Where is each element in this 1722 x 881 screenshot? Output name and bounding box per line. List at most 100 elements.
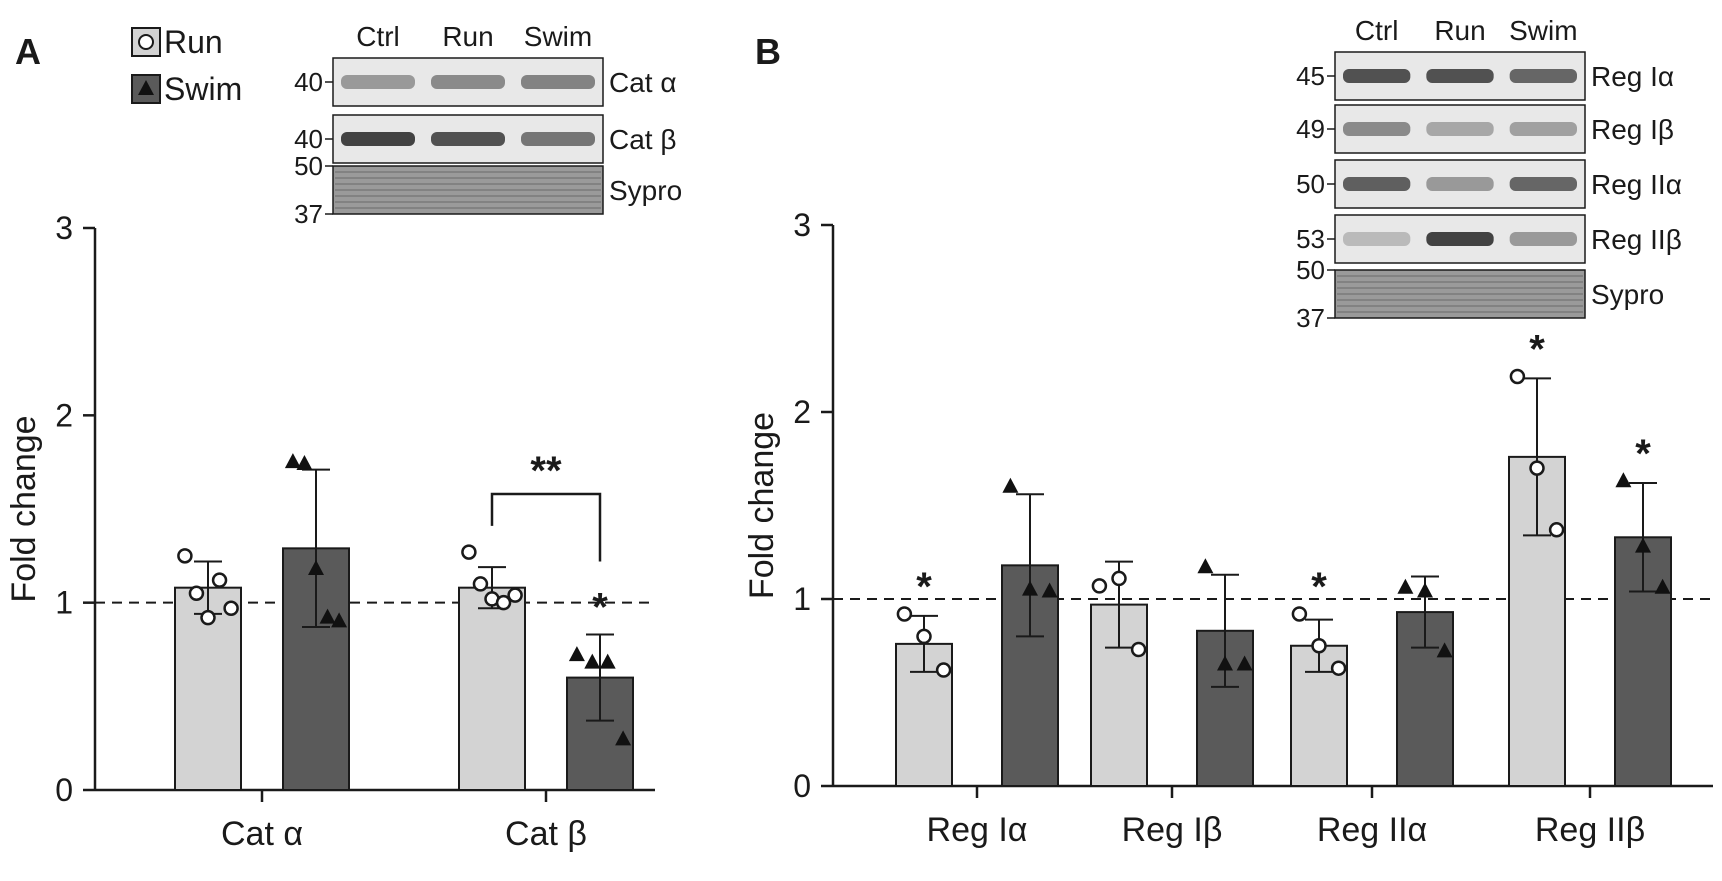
blot-band bbox=[1426, 69, 1494, 83]
panel-label: B bbox=[755, 31, 781, 72]
data-point-run bbox=[1111, 570, 1127, 587]
data-point-swim bbox=[331, 612, 348, 628]
data-point-run bbox=[935, 662, 952, 678]
data-point-swim bbox=[568, 646, 585, 662]
data-point-swim bbox=[615, 730, 632, 746]
blot-mw-marker: 40 bbox=[294, 124, 323, 154]
x-tick-label: Reg Iα bbox=[927, 811, 1028, 849]
blot-row-label: Reg Iα bbox=[1591, 61, 1674, 92]
y-tick-label: 3 bbox=[55, 210, 73, 246]
blot-row-label: Sypro bbox=[609, 175, 682, 206]
blot-mw-marker: 37 bbox=[1296, 303, 1325, 333]
blot-lane-label: Ctrl bbox=[1355, 15, 1399, 46]
data-point-swim bbox=[1635, 537, 1651, 553]
x-tick-label: Cat α bbox=[221, 815, 303, 853]
significance-marker: * bbox=[1635, 432, 1651, 476]
data-point-run bbox=[211, 572, 228, 588]
bar-swim bbox=[1614, 536, 1672, 787]
blot-band bbox=[1509, 122, 1577, 136]
blot-band bbox=[1509, 69, 1577, 83]
data-point-run bbox=[916, 628, 932, 645]
blot-band bbox=[1343, 122, 1411, 136]
blot-band bbox=[1343, 69, 1411, 83]
data-point-run bbox=[1529, 460, 1545, 476]
data-point-run bbox=[1130, 641, 1147, 658]
y-tick-label: 0 bbox=[793, 768, 811, 804]
data-point-run bbox=[177, 548, 193, 564]
blot-row-label: Sypro bbox=[1591, 279, 1664, 310]
data-point-run bbox=[1091, 578, 1108, 594]
data-point-run bbox=[200, 609, 216, 626]
significance-marker: * bbox=[916, 565, 932, 609]
y-tick-label: 1 bbox=[793, 581, 811, 617]
blot-lane-label: Swim bbox=[1509, 15, 1577, 46]
data-point-run bbox=[896, 606, 913, 622]
blot-row-label: Reg IIβ bbox=[1591, 224, 1682, 255]
data-point-run bbox=[1509, 368, 1526, 385]
data-point-swim bbox=[308, 559, 324, 575]
data-point-run bbox=[1330, 660, 1347, 676]
data-point-run bbox=[495, 594, 512, 611]
blot-band bbox=[431, 132, 505, 146]
data-point-run bbox=[461, 544, 477, 560]
data-point-swim bbox=[1217, 655, 1233, 671]
blot-band bbox=[1343, 177, 1411, 191]
data-point-swim bbox=[1654, 578, 1671, 594]
x-tick-label: Reg IIβ bbox=[1535, 811, 1645, 849]
significance-marker: * bbox=[1529, 327, 1545, 371]
data-point-run bbox=[472, 576, 489, 592]
data-point-run bbox=[223, 600, 239, 617]
bar-swim bbox=[1196, 629, 1254, 787]
data-point-swim bbox=[319, 608, 336, 624]
data-point-swim bbox=[296, 455, 313, 471]
panel-B: B 0 1 2 3 Fold change Reg Iα * Reg Iβ Reg IIα * Reg… bbox=[743, 15, 1713, 849]
legend-marker-circle bbox=[138, 34, 154, 50]
data-point-swim bbox=[1615, 472, 1632, 488]
blot-mw-marker: 50 bbox=[1296, 255, 1325, 285]
data-point-swim bbox=[1002, 477, 1019, 493]
y-tick-label: 2 bbox=[55, 397, 73, 433]
significance-marker: * bbox=[592, 586, 608, 630]
data-point-swim bbox=[584, 653, 601, 669]
blot-band bbox=[1509, 232, 1577, 246]
blot-band bbox=[341, 132, 415, 146]
blot-mw-marker: 40 bbox=[294, 67, 323, 97]
data-point-run bbox=[188, 585, 205, 602]
blot-row-label: Cat β bbox=[609, 124, 676, 155]
y-tick-label: 1 bbox=[55, 585, 73, 621]
x-tick-label: Cat β bbox=[505, 815, 587, 853]
x-tick-label: Reg Iβ bbox=[1122, 811, 1223, 849]
data-point-swim bbox=[1022, 580, 1038, 596]
blot-lane-label: Run bbox=[1434, 15, 1485, 46]
data-point-swim bbox=[1197, 558, 1214, 574]
blot-mw-marker: 45 bbox=[1296, 61, 1325, 91]
blot-band bbox=[431, 75, 505, 89]
data-point-run bbox=[1548, 522, 1565, 538]
data-point-swim bbox=[1397, 578, 1414, 594]
y-tick-label: 0 bbox=[55, 772, 73, 808]
data-point-swim bbox=[1436, 642, 1453, 658]
blot-lane-label: Run bbox=[442, 21, 493, 52]
y-tick-label: 2 bbox=[793, 394, 811, 430]
legend-label: Run bbox=[164, 24, 223, 60]
significance-marker: * bbox=[1311, 565, 1327, 609]
blot-mw-marker: 37 bbox=[294, 199, 323, 229]
panel-label: A bbox=[15, 31, 41, 72]
bar-run bbox=[458, 586, 526, 791]
data-point-run bbox=[507, 587, 523, 603]
blot-band bbox=[521, 132, 595, 146]
blot-band bbox=[1426, 122, 1494, 136]
y-tick-label: 3 bbox=[793, 207, 811, 243]
data-point-swim bbox=[1041, 582, 1058, 598]
blot-row-label: Cat α bbox=[609, 67, 677, 98]
data-point-swim bbox=[284, 453, 301, 469]
data-point-run bbox=[1311, 638, 1327, 654]
blot-lane-label: Ctrl bbox=[356, 21, 400, 52]
significance-bracket bbox=[490, 492, 602, 562]
blot-row-label: Reg IIα bbox=[1591, 169, 1682, 200]
data-point-swim bbox=[1417, 582, 1433, 598]
legend-label: Swim bbox=[164, 71, 242, 107]
legend-marker-triangle bbox=[138, 80, 154, 95]
